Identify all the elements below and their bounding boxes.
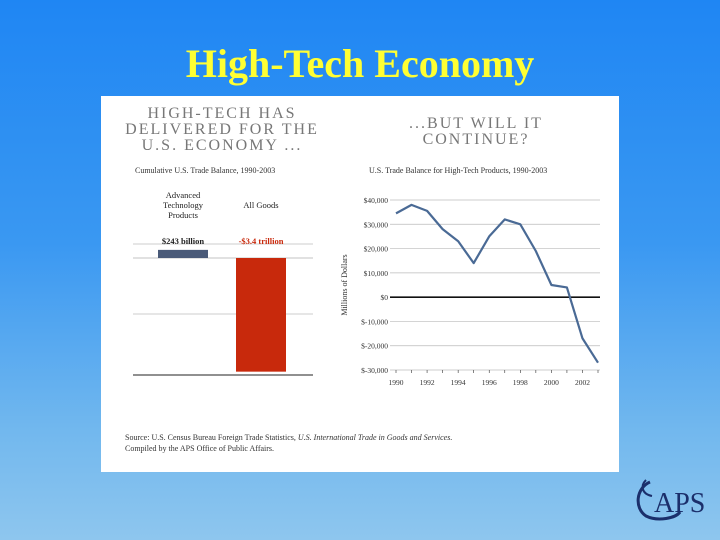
y-tick-label: $-30,000: [361, 366, 388, 375]
aps-logo-text: APS: [654, 488, 705, 519]
category-label: All Goods: [243, 200, 278, 210]
source-note: Source: U.S. Census Bureau Foreign Trade…: [125, 432, 605, 454]
slide-title: High-Tech Economy: [185, 41, 535, 86]
right-heading: ...BUT WILL IT CONTINUE?: [409, 115, 543, 148]
y-axis-label: Millions of Dollars: [340, 254, 349, 315]
aps-logo: APS: [636, 479, 705, 521]
y-tick-label: $10,000: [364, 269, 389, 278]
left-chart-subtitle: Cumulative U.S. Trade Balance, 1990-2003: [135, 166, 276, 175]
x-tick-label: 1996: [482, 378, 497, 387]
chart-panel: HIGH-TECH HAS DELIVERED FOR THE U.S. ECO…: [101, 96, 619, 472]
source-italic-title: U.S. International Trade in Goods and Se…: [297, 433, 453, 442]
x-tick-label: 1990: [389, 378, 404, 387]
x-tick-label: 2002: [575, 378, 590, 387]
x-tick-label: 1992: [420, 378, 435, 387]
bar-advanced-technology: [158, 249, 208, 258]
y-tick-label: $40,000: [364, 196, 389, 205]
category-label: Advanced: [166, 190, 201, 200]
source-line2: Compiled by the APS Office of Public Aff…: [125, 444, 275, 453]
y-tick-label: $20,000: [364, 245, 389, 254]
source-line1: Source: U.S. Census Bureau Foreign Trade…: [125, 433, 298, 442]
value-label: -$3.4 trillion: [239, 236, 284, 246]
left-heading: HIGH-TECH HAS DELIVERED FOR THE U.S. ECO…: [125, 105, 319, 154]
trade-balance-line: [395, 203, 599, 364]
y-tick-label: $-20,000: [361, 342, 388, 351]
y-tick-label: $0: [381, 293, 389, 302]
category-label: Products: [168, 210, 198, 220]
x-tick-label: 2000: [544, 378, 559, 387]
x-tick-label: 1994: [451, 378, 466, 387]
y-tick-label: $-10,000: [361, 317, 388, 326]
y-tick-label: $30,000: [364, 220, 389, 229]
x-tick-label: 1998: [513, 378, 528, 387]
value-label: $243 billion: [162, 236, 205, 246]
right-chart-subtitle: U.S. Trade Balance for High-Tech Product…: [369, 166, 548, 175]
bar-all-goods: [236, 258, 286, 372]
category-label: Technology: [163, 200, 204, 210]
